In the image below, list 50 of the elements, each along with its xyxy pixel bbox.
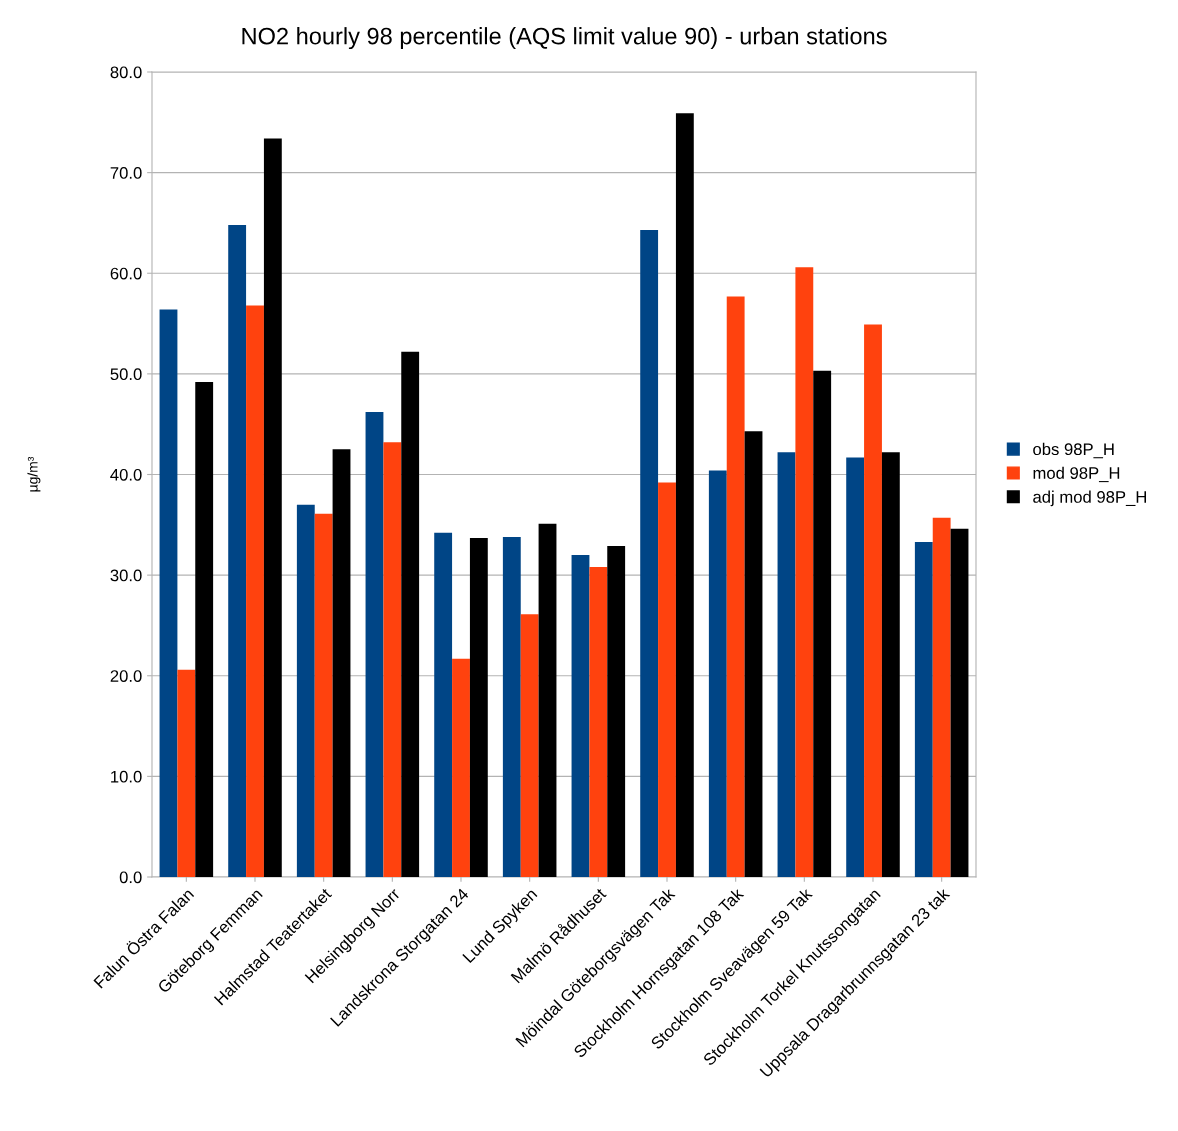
- y-tick-label: 30.0: [110, 569, 142, 582]
- chart-title: NO2 hourly 98 percentile (AQS limit value 90) - urban stations: [242, 27, 887, 50]
- bar: [950, 528, 969, 877]
- y-tick-label: 10.0: [111, 770, 142, 783]
- bar: [502, 536, 521, 877]
- bar: [881, 452, 900, 877]
- bar: [932, 517, 951, 877]
- y-tick-label: 20.0: [110, 670, 142, 682]
- y-tick-label: 60.0: [110, 267, 142, 280]
- bar: [538, 523, 557, 877]
- bar: [777, 452, 796, 877]
- bar: [675, 113, 694, 877]
- y-tick-label: 70.0: [110, 167, 142, 179]
- bar: [452, 658, 470, 877]
- bar: [708, 470, 727, 877]
- bar: [658, 482, 676, 877]
- y-tick-label: 0.0: [119, 871, 142, 884]
- bar: [332, 449, 351, 877]
- y-tick-label: 80.0: [110, 66, 142, 79]
- bar: [607, 545, 626, 877]
- bar: [434, 532, 453, 877]
- bar: [914, 541, 933, 877]
- bar: [744, 431, 763, 877]
- bar: [263, 138, 282, 877]
- bar: [401, 351, 420, 877]
- bar: [195, 381, 214, 877]
- bar: [228, 224, 247, 877]
- bar: [246, 305, 264, 877]
- bar: [365, 412, 384, 877]
- legend-label: adj mod 98P_H: [1033, 490, 1147, 507]
- legend-label: obs 98P_H: [1033, 442, 1114, 459]
- bar: [640, 229, 659, 877]
- bar: [159, 309, 178, 877]
- bar: [314, 513, 333, 877]
- bar: [383, 442, 402, 877]
- bar: [864, 324, 882, 877]
- bar: [795, 267, 814, 877]
- bar: [296, 504, 315, 877]
- bar: [177, 669, 196, 877]
- bar: [469, 537, 488, 877]
- y-tick-label: 50.0: [110, 368, 142, 381]
- bar: [726, 296, 745, 877]
- bar: [589, 567, 608, 877]
- bar: [846, 457, 865, 877]
- bar: [520, 614, 539, 877]
- bar: [571, 555, 590, 877]
- y-axis-title: µg/m³: [27, 456, 41, 492]
- y-tick-label: 40.0: [110, 468, 142, 481]
- bar: [813, 370, 832, 877]
- legend-label: mod 98P_H: [1033, 466, 1120, 483]
